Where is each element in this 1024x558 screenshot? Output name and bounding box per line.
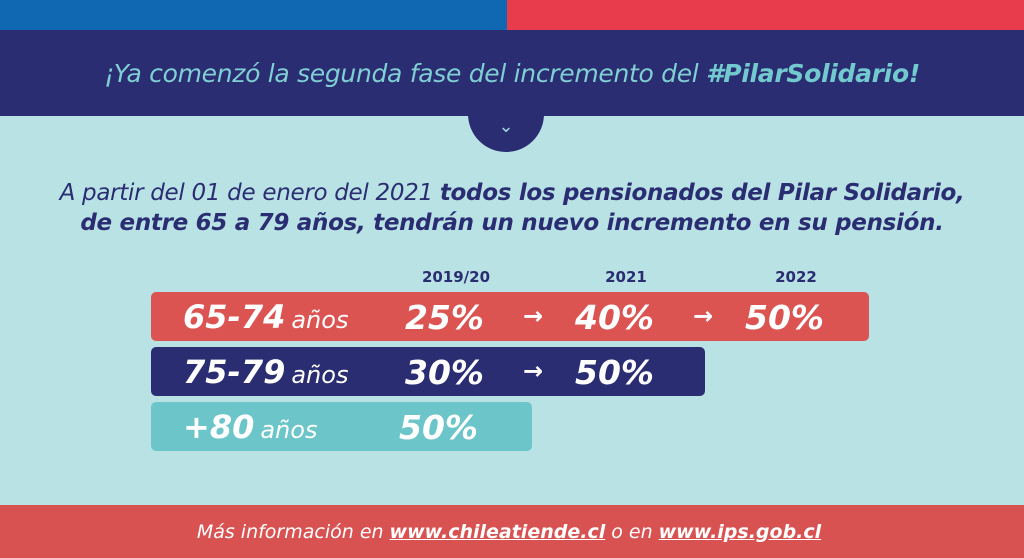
arrow-icon: →	[693, 302, 714, 330]
arrow-icon: →	[523, 357, 544, 385]
top-stripe-blue	[0, 0, 507, 30]
hashtag: #PilarSolidario!	[706, 58, 920, 88]
year-label: 2022	[775, 268, 817, 286]
chevron-down-icon: ⌄	[468, 100, 544, 152]
value-2022: 50%	[745, 298, 824, 337]
link-ips[interactable]: www.ips.gob.cl	[658, 520, 822, 543]
age-range: +80	[183, 408, 255, 446]
value-2019: 25%	[405, 298, 484, 337]
link-chileatiende[interactable]: www.chileatiende.cl	[389, 520, 606, 543]
footer-banner: Más información en www.chileatiende.cl o…	[0, 505, 1024, 558]
year-label: 2021	[605, 268, 647, 286]
row-75-79: 75-79 años 30% → 50%	[151, 347, 705, 396]
row-80-plus: +80 años 50%	[151, 402, 532, 451]
age-range: 75-79	[183, 353, 286, 391]
value-2021: 40%	[575, 298, 654, 337]
value-2021: 50%	[575, 353, 654, 392]
intro-text: A partir del 01 de enero del 2021 todos …	[59, 180, 965, 236]
value-2019: 50%	[399, 408, 478, 447]
year-label: 2019/20	[421, 268, 491, 286]
header-title: ¡Ya comenzó la segunda fase del incremen…	[104, 58, 920, 88]
value-2019: 30%	[405, 353, 484, 392]
top-stripe-red	[507, 0, 1024, 30]
row-65-74: 65-74 años 25% → 40% → 50%	[151, 292, 869, 341]
age-range: 65-74	[183, 298, 286, 336]
arrow-icon: →	[523, 302, 544, 330]
